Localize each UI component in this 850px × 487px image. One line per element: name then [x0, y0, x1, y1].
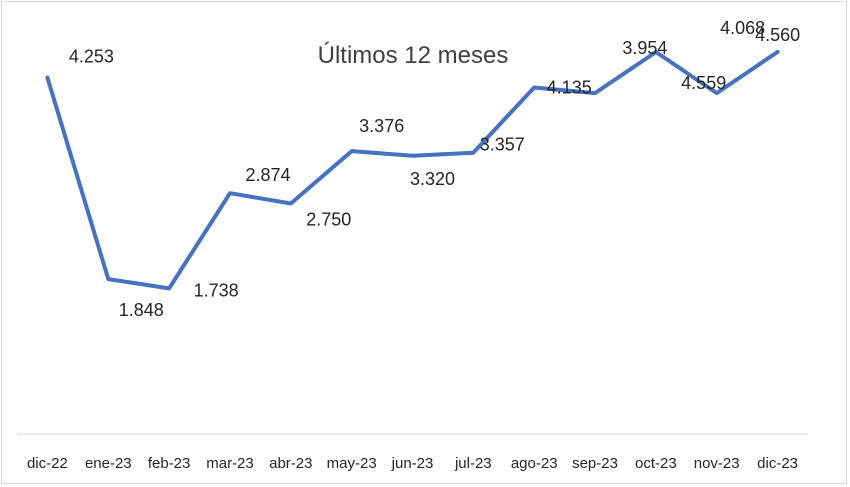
data-label-10: 3.954 — [622, 38, 667, 58]
series-group — [45, 49, 780, 291]
data-point-may-23 — [350, 149, 354, 153]
x-tick-label-may-23: may-23 — [327, 455, 377, 472]
data-point-jun-23 — [411, 154, 414, 158]
data-point-nov-23 — [715, 91, 719, 95]
data-point-feb-23 — [167, 286, 171, 290]
data-label-0: 4.253 — [69, 47, 114, 67]
data-label-6: 3.320 — [410, 169, 455, 189]
data-point-ago-23 — [532, 86, 536, 89]
data-label-12: 4.068 — [720, 18, 765, 38]
x-tick-label-mar-23: mar-23 — [206, 455, 254, 472]
data-point-jul-23 — [471, 151, 475, 155]
data-labels-group: 4.253 1.848 1.738 2.874 2.750 3.376 3.320 3.357… — [69, 18, 800, 320]
data-point-dic-23 — [776, 50, 780, 54]
data-label-2: 1.738 — [194, 280, 239, 300]
x-tick-label-abr-23: abr-23 — [269, 455, 312, 472]
x-tick-label-nov-23: nov-23 — [694, 455, 740, 472]
data-label-3: 2.874 — [245, 165, 290, 185]
chart-title: Últimos 12 meses — [318, 42, 509, 69]
data-label-13: 4.560 — [755, 25, 800, 45]
data-point-abr-23 — [289, 202, 293, 205]
x-tick-label-ene-23: ene-23 — [85, 455, 132, 472]
data-label-11: 4.559 — [681, 73, 726, 93]
x-tick-label-dic-23: dic-23 — [757, 455, 798, 472]
data-label-8: 4.135 — [547, 78, 592, 98]
x-axis-tick-labels: dic-22 ene-23 feb-23 mar-23 abr-23 may-23 jun-… — [27, 455, 798, 472]
x-tick-label-jun-23: jun-23 — [391, 455, 434, 472]
data-point-mar-23 — [228, 191, 232, 195]
x-tick-label-sep-23: sep-23 — [572, 455, 618, 472]
x-tick-label-oct-23: oct-23 — [635, 455, 677, 472]
data-label-1: 1.848 — [119, 300, 164, 320]
data-label-7: 3.357 — [480, 135, 525, 155]
data-label-5: 3.376 — [359, 116, 404, 136]
x-tick-label-jul-23: jul-23 — [454, 455, 492, 472]
x-tick-label-feb-23: feb-23 — [148, 455, 191, 472]
data-point-dic-22 — [45, 76, 49, 80]
data-label-4: 2.750 — [306, 210, 351, 230]
x-tick-label-dic-22: dic-22 — [27, 455, 68, 472]
data-point-ene-23 — [106, 277, 110, 281]
x-tick-label-ago-23: ago-23 — [511, 455, 558, 472]
data-point-sep-23 — [593, 91, 597, 95]
data-point-oct-23 — [654, 50, 658, 54]
